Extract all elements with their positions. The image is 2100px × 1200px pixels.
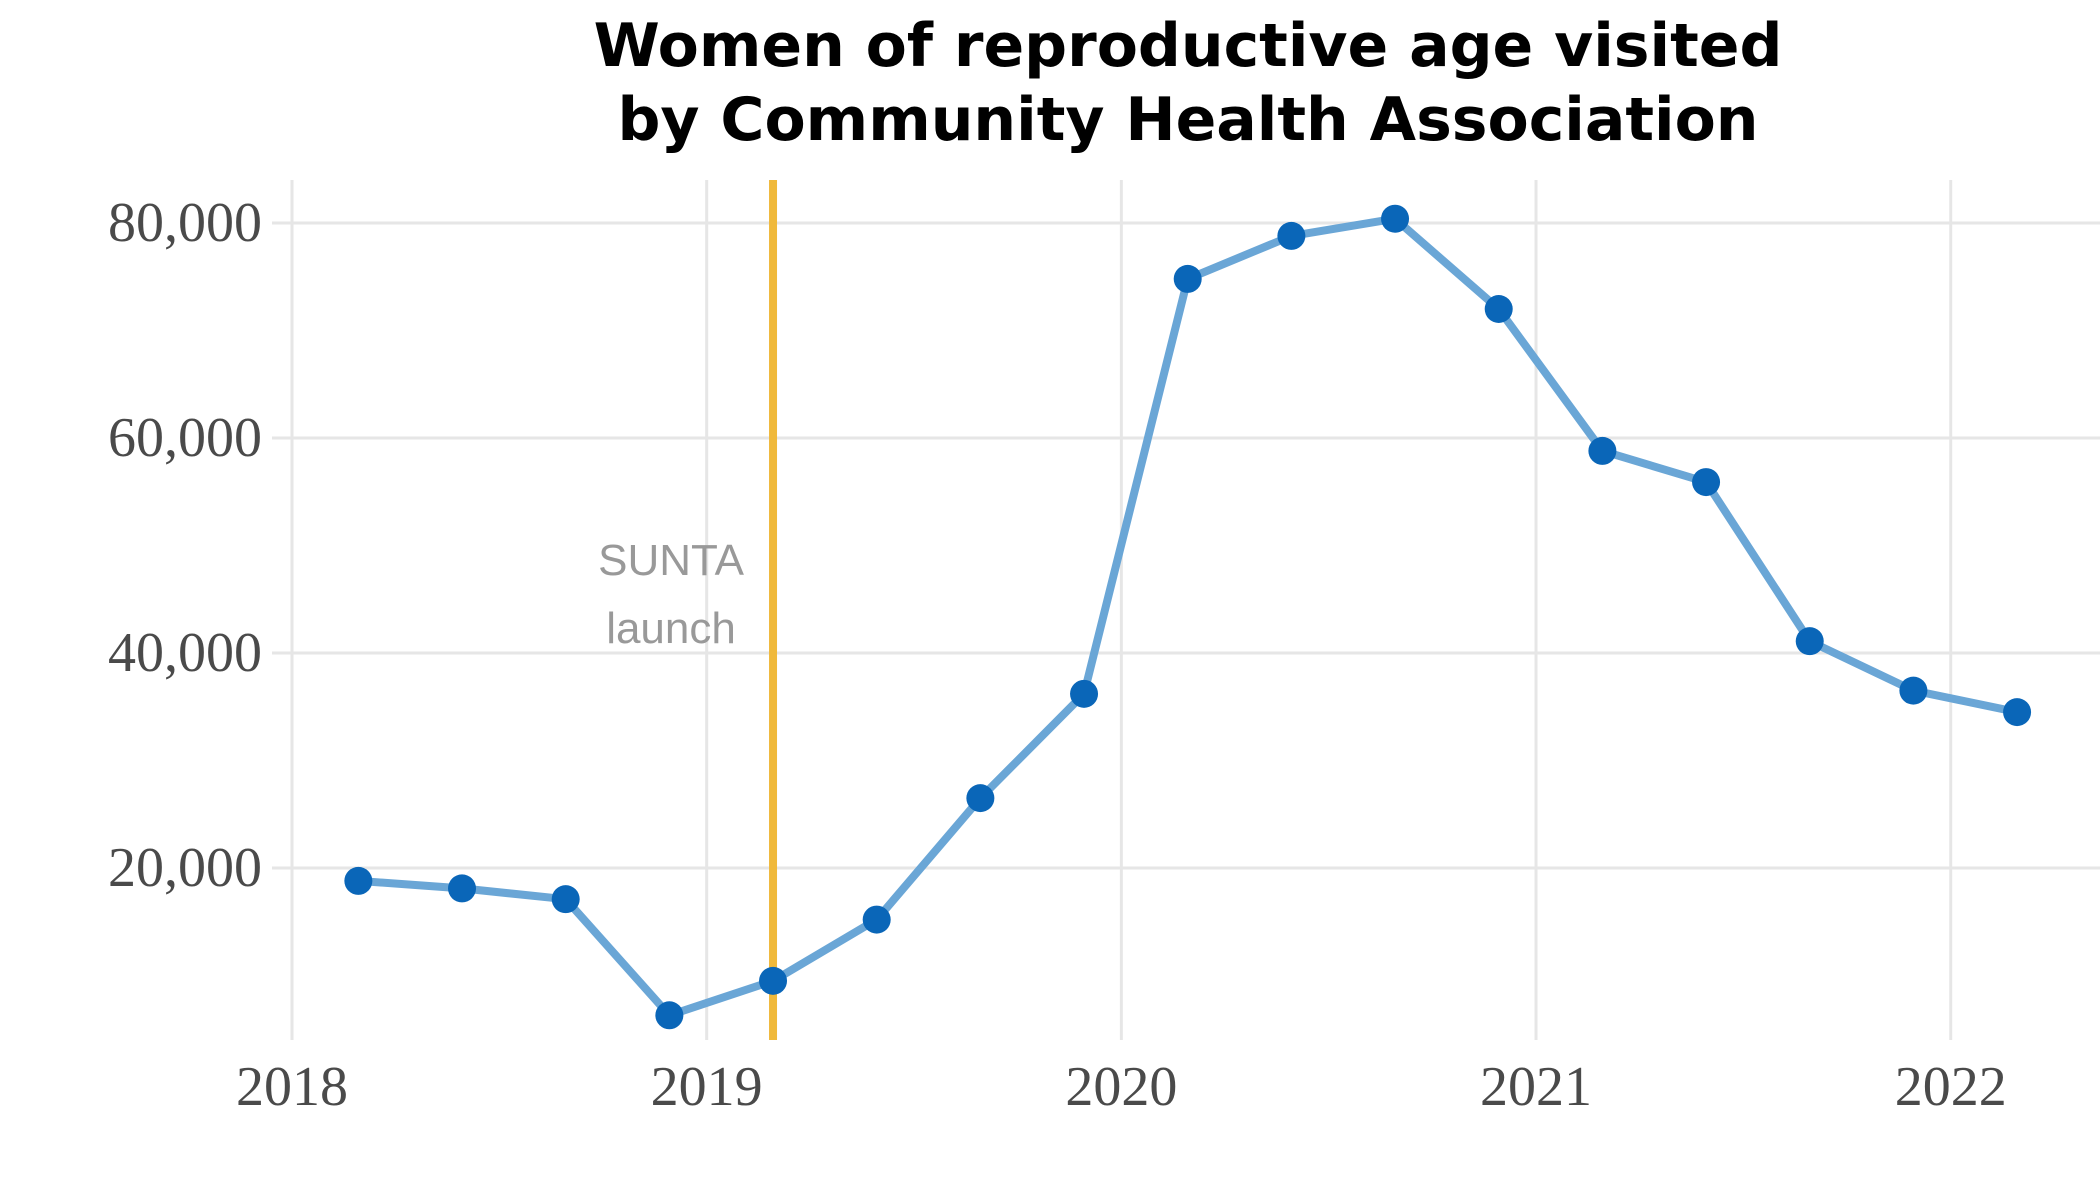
x-tick-label: 2018 — [236, 1056, 348, 1118]
y-tick-label: 40,000 — [108, 622, 262, 684]
data-point — [1381, 204, 1410, 233]
annotations: SUNTA launch — [598, 180, 778, 1040]
data-point — [862, 905, 891, 934]
annotation-text-line: SUNTA — [598, 536, 745, 585]
data-point — [344, 866, 373, 895]
data-point — [551, 885, 580, 914]
data-point — [448, 874, 477, 903]
data-series — [344, 204, 2032, 1030]
gridlines — [272, 180, 2100, 1040]
x-tick-label: 2021 — [1480, 1056, 1592, 1118]
x-tick-label: 2022 — [1895, 1056, 2007, 1118]
data-point — [1484, 295, 1513, 323]
y-tick-label: 80,000 — [108, 192, 262, 254]
data-point — [2003, 698, 2032, 727]
y-tick-label: 60,000 — [108, 407, 262, 469]
x-tick-label: 2019 — [651, 1056, 763, 1118]
data-point — [759, 966, 788, 995]
axis-labels: 20,000 40,000 60,000 80,000 2018 2019 2020 2021… — [108, 192, 2007, 1118]
annotation-text-line: launch — [606, 604, 736, 653]
data-point — [1795, 627, 1824, 656]
chart-title-line-2: by Community Health Association — [617, 85, 1758, 155]
data-point — [1692, 468, 1721, 497]
data-point — [1899, 676, 1928, 705]
data-point — [1173, 264, 1202, 293]
data-point — [966, 784, 995, 813]
data-point — [1070, 679, 1099, 708]
data-point — [655, 1001, 684, 1030]
y-tick-label: 20,000 — [108, 837, 262, 899]
data-point — [1277, 221, 1306, 250]
x-tick-label: 2020 — [1065, 1056, 1177, 1118]
chart-title-line-1: Women of reproductive age visited — [594, 11, 1783, 81]
data-point — [1588, 436, 1617, 465]
